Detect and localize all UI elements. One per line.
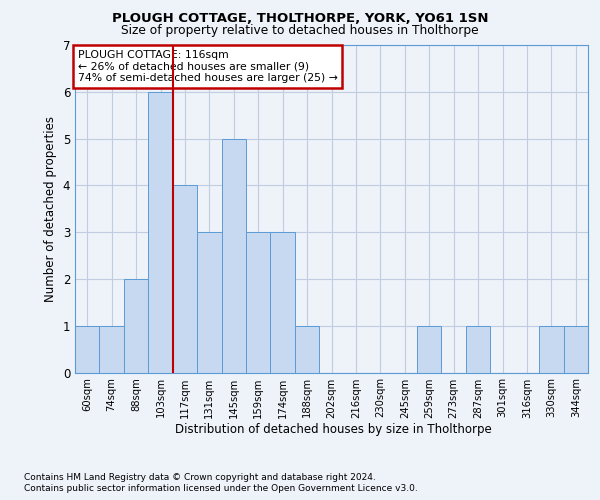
Text: Size of property relative to detached houses in Tholthorpe: Size of property relative to detached ho… [121, 24, 479, 37]
Text: PLOUGH COTTAGE, THOLTHORPE, YORK, YO61 1SN: PLOUGH COTTAGE, THOLTHORPE, YORK, YO61 1… [112, 12, 488, 24]
Bar [221, 138, 246, 372]
Text: Contains public sector information licensed under the Open Government Licence v3: Contains public sector information licen… [24, 484, 418, 493]
Bar [539, 326, 563, 372]
Bar [466, 326, 490, 372]
Bar [148, 92, 173, 372]
Bar [124, 279, 148, 372]
Text: PLOUGH COTTAGE: 116sqm
← 26% of detached houses are smaller (9)
74% of semi-deta: PLOUGH COTTAGE: 116sqm ← 26% of detached… [77, 50, 337, 83]
Y-axis label: Number of detached properties: Number of detached properties [44, 116, 57, 302]
Bar [271, 232, 295, 372]
Bar [75, 326, 100, 372]
Bar [197, 232, 221, 372]
Bar [417, 326, 442, 372]
Text: Contains HM Land Registry data © Crown copyright and database right 2024.: Contains HM Land Registry data © Crown c… [24, 472, 376, 482]
Text: Distribution of detached houses by size in Tholthorpe: Distribution of detached houses by size … [175, 422, 491, 436]
Bar [100, 326, 124, 372]
Bar [173, 186, 197, 372]
Bar [295, 326, 319, 372]
Bar [563, 326, 588, 372]
Bar [246, 232, 271, 372]
